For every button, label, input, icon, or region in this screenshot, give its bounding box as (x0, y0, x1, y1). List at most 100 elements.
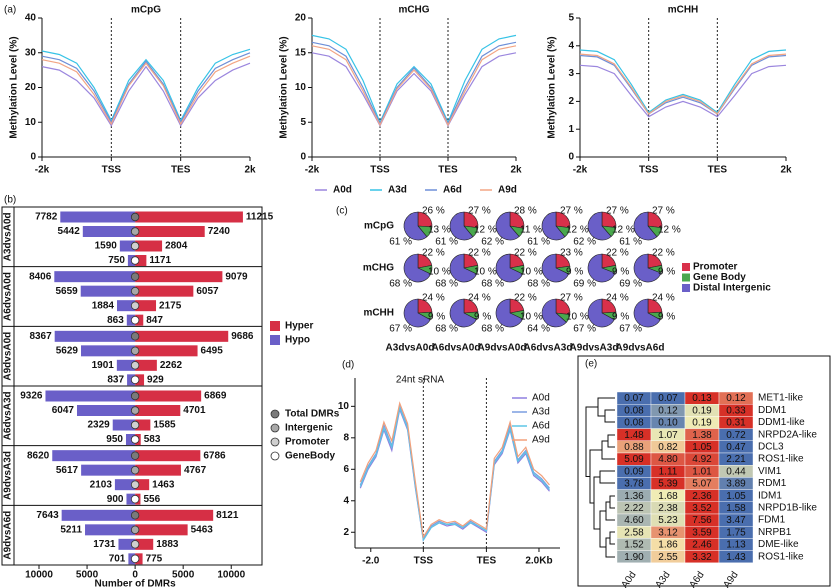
y-tick-label: 40 (25, 13, 37, 24)
category-marker (130, 332, 140, 341)
pie-value-label: 23 % (560, 248, 583, 259)
legend-label: Intergenic (285, 423, 333, 434)
cell-label: 1.13 (726, 540, 746, 551)
pie-value-label: 24 % (652, 293, 675, 304)
bar-value-label: 1883 (156, 539, 179, 550)
cell-label: 5.07 (692, 479, 712, 490)
y-tick-label: 0 (568, 152, 574, 163)
bar (81, 464, 136, 476)
column-label: A6dvsA0d (432, 343, 481, 354)
pie-value-label: 69 % (619, 279, 642, 290)
x-tick-label: TES (171, 165, 191, 176)
bar-value-label: 1590 (95, 241, 118, 252)
cell-label: 3.89 (726, 479, 746, 490)
y-tick-label: 20 (295, 13, 307, 24)
cell-label: 0.19 (692, 405, 712, 416)
y-tick-label: 5 (568, 13, 574, 24)
bar-value-label: 6786 (203, 450, 226, 461)
row-label: DDM1-like (758, 417, 805, 428)
bar (112, 419, 136, 431)
legend-label: A6d (532, 421, 550, 432)
legend-label: Total DMRs (285, 409, 340, 420)
x-tick-label: -2k (305, 165, 320, 176)
bar-value-label: 5211 (60, 524, 82, 535)
bar (135, 464, 181, 476)
pie-slice (403, 211, 428, 241)
pie-slice (541, 298, 567, 328)
bar (135, 359, 157, 371)
bar-value-label: 1171 (149, 255, 171, 266)
category-marker (130, 525, 140, 535)
legend-marker (270, 423, 280, 433)
cell-label: 0.09 (624, 466, 644, 477)
cell-label: 4.60 (624, 515, 644, 526)
pie-value-label: 12 % (566, 225, 589, 236)
bar (135, 345, 198, 357)
panel-label: (d) (342, 360, 354, 371)
category-marker (130, 227, 140, 236)
pie-slice (587, 298, 615, 328)
x-tick-label: TSS (414, 556, 434, 567)
bar-value-label: 4767 (184, 465, 207, 476)
legend-label: Hyper (285, 321, 313, 332)
y-axis-label: Methylation Level (%) (9, 36, 20, 138)
pie-value-label: 24 % (422, 293, 445, 304)
dendrogram (585, 397, 615, 558)
cell-label: 1.11 (659, 466, 678, 477)
bar-value-label: 863 (107, 315, 124, 326)
y-tick-label: 0 (300, 152, 306, 163)
series-line (41, 55, 251, 126)
cell-label: 0.13 (692, 393, 712, 404)
bar (85, 524, 136, 536)
pie-value-label: 68 % (435, 279, 458, 290)
legend-label: Hypo (285, 335, 310, 346)
pie-slice (449, 253, 478, 283)
bar-value-label: 9326 (20, 391, 43, 402)
category-marker (130, 480, 140, 489)
pie-value-label: 27 % (606, 206, 629, 217)
bar (80, 285, 136, 297)
bar-value-label: 11215 (246, 212, 274, 223)
row-label: NRPB1 (758, 527, 792, 538)
category-marker (130, 301, 140, 310)
bar-value-label: 5629 (56, 345, 79, 356)
cell-label: 1.68 (658, 491, 678, 502)
pie-slice (587, 253, 616, 283)
pie-value-label: 10 % (474, 267, 497, 278)
bar (135, 524, 188, 536)
pie-value-label: 9 % (658, 267, 675, 278)
pie-value-label: 61 % (619, 237, 642, 248)
pie-slice (403, 298, 431, 328)
row-label: VIM1 (758, 466, 782, 477)
y-tick-label: 5 (300, 117, 306, 128)
series-line (359, 401, 550, 539)
legend-marker (270, 409, 280, 419)
legend-label: A9d (498, 185, 517, 196)
y-tick-label: 6 (343, 464, 349, 475)
column-label: A3d (653, 570, 672, 588)
bar-value-label: 1884 (92, 300, 115, 311)
column-label: A0d (619, 570, 638, 588)
bar (54, 330, 136, 342)
bar (135, 211, 243, 223)
legend-label: Promoter (285, 437, 330, 448)
row-label: FDM1 (758, 515, 786, 526)
column-label: A9dvsA6d (616, 343, 665, 354)
panel-label: (a) (4, 5, 16, 16)
row-label: mCpG (364, 221, 394, 232)
cell-label: 0.19 (692, 418, 712, 429)
row-label: MET1-like (758, 393, 803, 404)
row-label: DDM1 (758, 405, 787, 416)
column-label: A9d (721, 570, 740, 588)
bar (114, 479, 136, 491)
cell-label: 4.92 (692, 454, 712, 465)
row-label: ROS1-like (758, 551, 804, 562)
bar (135, 271, 223, 283)
pie-slice (541, 211, 566, 241)
pie-value-label: 10 % (428, 267, 451, 278)
series-line (579, 64, 787, 118)
series-line (579, 53, 787, 115)
pie-slice (495, 211, 520, 241)
cell-label: 0.44 (726, 466, 746, 477)
